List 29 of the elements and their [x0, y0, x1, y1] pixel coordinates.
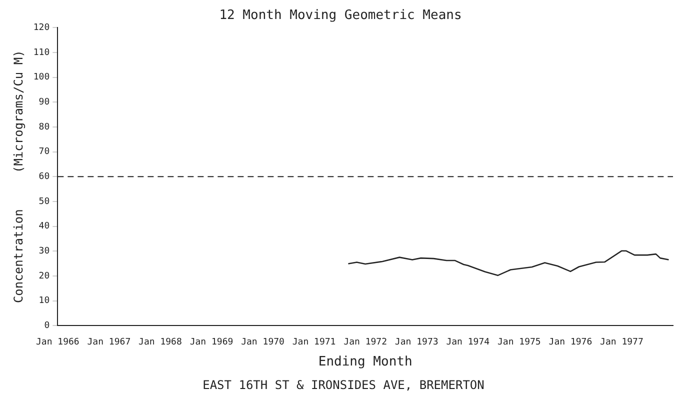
y-tick-label: 70 — [38, 147, 50, 158]
x-tick-label: Jan 1971 — [292, 337, 336, 348]
y-tick-label: 30 — [38, 246, 50, 256]
y-tick-label: 100 — [33, 72, 50, 83]
chart-title: 12 Month Moving Geometric Means — [219, 8, 462, 24]
y-tick-label: 50 — [38, 196, 50, 207]
x-tick-label: Jan 1966 — [36, 337, 80, 348]
x-tick-label: Jan 1976 — [548, 337, 592, 348]
x-tick-label: Jan 1970 — [241, 337, 284, 348]
y-tick-label: 120 — [33, 22, 50, 33]
text: EAST 16TH ST & IRONSIDES AVE, BREMERTON — [202, 378, 486, 392]
y-tick-label: 20 — [38, 271, 50, 282]
x-tick-label: Jan 1977 — [600, 337, 644, 348]
x-tick-label: Jan 1969 — [190, 337, 234, 348]
x-tick-label: Jan 1967 — [87, 337, 131, 348]
y-tick-label: 40 — [38, 222, 50, 232]
y-tick-label: 0 — [44, 320, 50, 331]
y-axis-title: Concentration (Micrograms/Cu M) — [11, 50, 26, 304]
y-tick-label: 80 — [38, 122, 50, 132]
x-axis-title: Ending Month — [318, 354, 412, 370]
x-tick-label: Jan 1975 — [497, 337, 541, 348]
x-tick-label: Jan 1973 — [394, 337, 438, 348]
x-tick-label: Jan 1968 — [138, 337, 182, 348]
x-tick-label: Jan 1974 — [446, 337, 490, 348]
y-tick-label: 10 — [38, 296, 50, 306]
y-tick-label: 110 — [33, 48, 50, 58]
y-tick-label: 90 — [38, 97, 50, 108]
y-tick-label: 60 — [38, 172, 50, 182]
x-tick-label: Jan 1972 — [344, 337, 388, 348]
